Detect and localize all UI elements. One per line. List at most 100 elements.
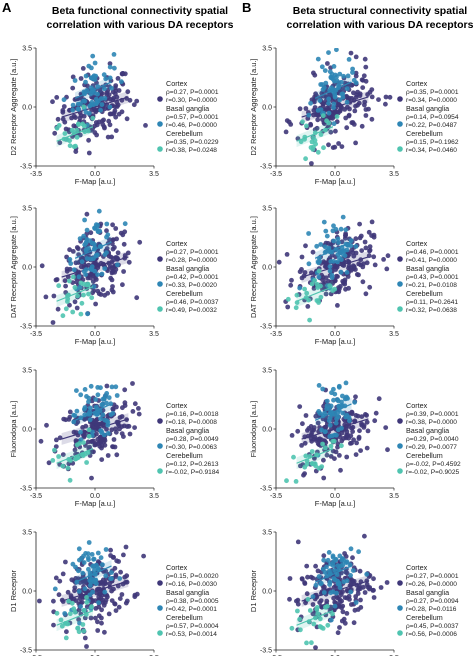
- data-point: [80, 570, 86, 576]
- data-point: [93, 615, 98, 621]
- data-point: [353, 452, 359, 457]
- data-point: [85, 311, 90, 317]
- data-point: [326, 96, 332, 102]
- y-axis-label: D1 Receptor: [249, 569, 258, 612]
- data-point: [63, 283, 68, 289]
- data-point: [84, 256, 90, 261]
- data-point: [75, 293, 80, 299]
- data-point: [60, 116, 66, 122]
- data-point: [87, 405, 93, 411]
- data-point: [322, 569, 328, 575]
- data-point: [71, 123, 77, 129]
- data-point: [124, 116, 130, 122]
- data-point: [344, 611, 350, 616]
- panel-letter: B: [242, 0, 251, 15]
- data-point: [101, 117, 106, 123]
- data-point: [61, 97, 67, 103]
- data-point: [314, 125, 320, 131]
- data-point: [352, 399, 357, 405]
- data-point: [70, 102, 76, 108]
- data-point: [109, 277, 115, 283]
- panel-letter: A: [2, 0, 12, 15]
- data-point: [363, 78, 369, 84]
- data-point: [348, 546, 354, 552]
- data-point: [330, 611, 335, 617]
- data-point: [353, 244, 359, 249]
- data-point: [124, 598, 130, 604]
- data-point: [315, 420, 321, 426]
- data-point: [120, 282, 125, 288]
- data-point: [311, 621, 317, 627]
- data-point: [92, 567, 97, 573]
- data-point: [381, 257, 386, 262]
- legend-marker: [157, 281, 163, 287]
- data-point: [303, 156, 308, 162]
- data-point: [112, 104, 118, 110]
- data-point: [67, 266, 73, 272]
- data-point: [310, 249, 316, 255]
- data-point: [91, 241, 97, 247]
- data-point: [66, 598, 71, 604]
- data-point: [321, 557, 327, 563]
- data-point: [91, 73, 97, 79]
- y-tick-label: 3.5: [262, 367, 272, 374]
- x-tick-label: 3.5: [389, 331, 399, 338]
- data-point: [46, 460, 52, 466]
- data-point: [305, 304, 311, 309]
- data-point: [120, 405, 125, 411]
- data-point: [107, 111, 113, 117]
- legend-marker: [397, 605, 403, 611]
- data-point: [348, 238, 354, 244]
- data-point: [335, 274, 340, 279]
- data-point: [367, 586, 372, 592]
- data-point: [86, 557, 91, 563]
- data-point: [111, 52, 117, 57]
- data-point: [367, 248, 372, 254]
- data-point: [378, 585, 384, 590]
- column-title-line1: Beta functional connectivity spatial: [52, 5, 228, 17]
- data-point: [73, 143, 78, 149]
- data-point: [91, 284, 97, 289]
- data-point: [60, 571, 66, 577]
- data-point: [86, 111, 92, 116]
- data-point: [347, 418, 352, 424]
- data-point: [302, 270, 308, 275]
- data-point: [353, 70, 359, 76]
- data-point: [78, 604, 83, 609]
- data-point: [308, 436, 314, 442]
- data-point: [82, 217, 87, 223]
- data-point: [131, 102, 137, 108]
- data-point: [116, 88, 122, 93]
- data-point: [64, 137, 70, 142]
- data-point: [83, 79, 88, 85]
- series-cerebellum: [50, 427, 94, 483]
- data-point: [358, 262, 363, 268]
- data-point: [385, 253, 391, 259]
- regression-line: [61, 256, 129, 278]
- data-point: [362, 56, 368, 62]
- data-point: [119, 79, 124, 85]
- y-tick-label: -3.5: [260, 163, 272, 170]
- data-point: [341, 73, 346, 79]
- data-point: [315, 568, 321, 574]
- data-point: [82, 586, 88, 592]
- data-point: [60, 313, 66, 319]
- data-point: [343, 227, 349, 233]
- x-tick-label: 3.5: [389, 493, 399, 500]
- data-point: [81, 113, 87, 119]
- data-point: [96, 208, 102, 214]
- data-point: [110, 289, 116, 295]
- data-point: [320, 277, 325, 283]
- legend-stat-spearman: ρ=0.27, P=0.0094: [406, 598, 459, 605]
- data-point: [112, 108, 118, 114]
- data-point: [363, 245, 369, 251]
- data-point: [289, 625, 295, 631]
- data-point: [84, 595, 89, 600]
- data-point: [361, 584, 366, 590]
- data-point: [72, 447, 78, 453]
- data-point: [134, 98, 140, 104]
